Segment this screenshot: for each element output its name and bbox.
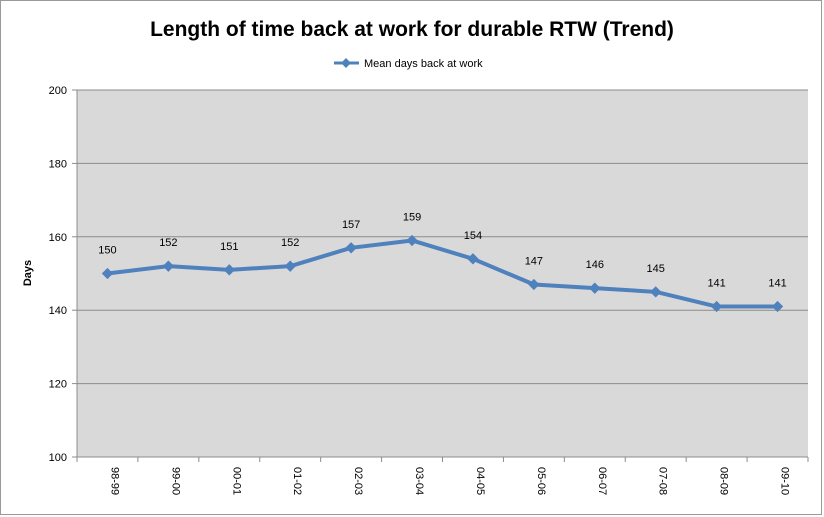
x-tick-label: 01-02 xyxy=(291,467,303,495)
data-label: 146 xyxy=(586,259,604,271)
y-tick-label: 120 xyxy=(49,379,67,391)
data-label: 159 xyxy=(403,211,421,223)
data-label: 147 xyxy=(525,256,543,268)
y-tick-label: 140 xyxy=(49,305,67,317)
data-point-marker xyxy=(467,253,479,265)
x-tick-label: 02-03 xyxy=(352,467,364,495)
x-axis-ticks: 98-99 99-00 00-01 01-02 02-03 03-04 04-05 05-06… xyxy=(76,457,809,495)
data-point-marker xyxy=(223,264,235,276)
y-tick-label: 200 xyxy=(49,85,67,97)
gridlines xyxy=(77,89,808,385)
data-label: 152 xyxy=(159,237,177,249)
legend: Mean days back at work xyxy=(334,58,483,70)
x-tick-label: 04-05 xyxy=(474,467,486,495)
y-tick-label: 180 xyxy=(49,158,67,170)
data-label: 150 xyxy=(98,245,116,257)
chart-title: Length of time back at work for durable … xyxy=(150,18,674,41)
data-label: 141 xyxy=(768,278,786,290)
data-point-marker xyxy=(345,242,357,254)
data-point-marker xyxy=(162,260,175,272)
data-label: 151 xyxy=(220,241,238,253)
x-tick-label: 08-09 xyxy=(718,467,730,495)
data-label: 152 xyxy=(281,237,299,249)
x-tick-label: 05-06 xyxy=(535,467,547,495)
x-tick-label: 07-08 xyxy=(657,467,669,495)
plot-area xyxy=(77,90,808,457)
data-point-marker xyxy=(589,282,601,294)
legend-marker-icon xyxy=(341,58,351,68)
data-label: 154 xyxy=(464,230,482,242)
y-axis-ticks: 100 120 140 160 180 200 xyxy=(49,85,77,464)
y-tick-label: 100 xyxy=(49,452,67,464)
data-point-marker xyxy=(710,300,723,313)
x-tick-label: 03-04 xyxy=(413,467,425,495)
data-point-marker xyxy=(284,260,296,272)
data-label: 157 xyxy=(342,219,360,231)
data-labels: 150 152 151 152 157 159 154 147 146 145 141 141 xyxy=(98,211,786,289)
series-line xyxy=(107,238,778,309)
y-axis-title: Days xyxy=(22,260,34,286)
x-tick-label: 06-07 xyxy=(596,467,608,495)
legend-label: Mean days back at work xyxy=(364,58,483,70)
data-label: 141 xyxy=(707,278,725,290)
series-markers xyxy=(101,234,784,313)
data-point-marker xyxy=(650,286,662,298)
data-label: 145 xyxy=(647,263,665,275)
y-tick-label: 160 xyxy=(49,232,67,244)
x-tick-label: 00-01 xyxy=(230,467,242,495)
data-point-marker xyxy=(528,278,540,291)
x-tick-label: 09-10 xyxy=(779,467,791,495)
x-tick-label: 98-99 xyxy=(108,467,120,495)
data-point-marker xyxy=(771,300,784,313)
data-point-marker xyxy=(406,234,418,247)
x-tick-label: 99-00 xyxy=(169,467,181,495)
